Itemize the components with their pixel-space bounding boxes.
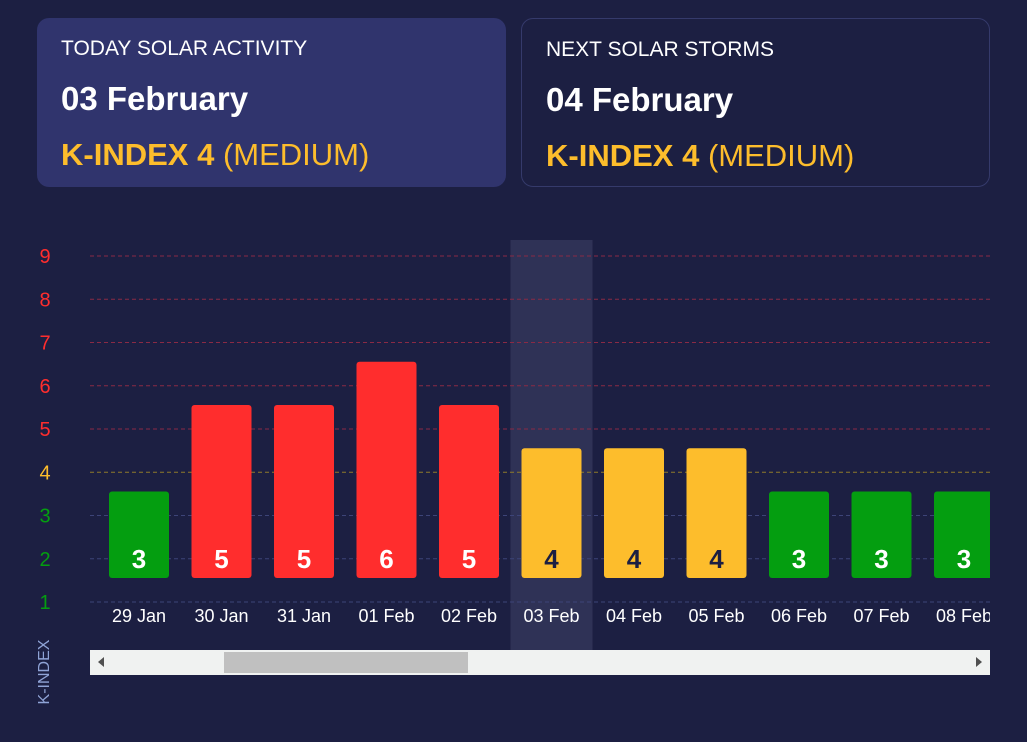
bar-value-label: 4 — [544, 544, 559, 574]
x-tick-label: 06 Feb — [771, 606, 827, 626]
bar-value-label: 3 — [792, 544, 806, 574]
next-date: 04 February — [546, 81, 734, 118]
today-title: TODAY SOLAR ACTIVITY — [61, 37, 308, 60]
x-tick-label: 31 Jan — [277, 606, 331, 626]
x-tick-label: 03 Feb — [523, 606, 579, 626]
bar-value-label: 4 — [627, 544, 642, 574]
horizontal-scrollbar[interactable] — [90, 650, 990, 675]
x-tick-label: 29 Jan — [112, 606, 166, 626]
y-tick-label: 9 — [39, 246, 50, 268]
x-tick-label: 02 Feb — [441, 606, 497, 626]
y-tick-label: 5 — [39, 419, 50, 441]
x-tick-label: 01 Feb — [358, 606, 414, 626]
bar-value-label: 3 — [957, 544, 971, 574]
x-tick-label: 08 Feb — [936, 606, 992, 626]
bar-value-label: 6 — [379, 544, 393, 574]
y-tick-label: 6 — [39, 376, 50, 398]
bar — [356, 361, 417, 578]
bar — [686, 448, 747, 578]
highlight-column — [510, 240, 593, 650]
bar — [769, 491, 829, 578]
bar-value-label: 5 — [214, 544, 228, 574]
today-activity-card: TODAY SOLAR ACTIVITY 03 February K-INDEX… — [37, 18, 506, 187]
bar — [439, 405, 499, 578]
today-date: 03 February — [61, 80, 249, 117]
bar — [191, 405, 252, 578]
next-kindex-value: K-INDEX 4 — [546, 138, 700, 173]
x-tick-label: 05 Feb — [688, 606, 744, 626]
bar — [521, 448, 582, 578]
x-tick-label: 07 Feb — [853, 606, 909, 626]
next-kindex: K-INDEX 4 (MEDIUM) — [546, 138, 854, 174]
bar-value-label: 3 — [874, 544, 888, 574]
today-kindex-level: (MEDIUM) — [222, 137, 370, 172]
next-kindex-level: (MEDIUM) — [707, 138, 855, 173]
bar — [934, 491, 994, 578]
x-tick-label: 30 Jan — [194, 606, 248, 626]
bar — [851, 491, 912, 578]
bar — [109, 491, 169, 578]
scroll-right-icon[interactable] — [976, 657, 982, 667]
bar — [274, 405, 334, 578]
y-axis-label: K-INDEX — [36, 639, 53, 705]
next-title: NEXT SOLAR STORMS — [546, 38, 774, 61]
bar-value-label: 5 — [462, 544, 476, 574]
today-kindex-value: K-INDEX 4 — [61, 137, 215, 172]
y-tick-label: 8 — [39, 289, 50, 311]
chart-clip — [990, 240, 1027, 640]
x-tick-label: 04 Feb — [606, 606, 662, 626]
scroll-left-icon[interactable] — [98, 657, 104, 667]
scrollbar-thumb[interactable] — [224, 652, 468, 673]
bar-value-label: 4 — [709, 544, 724, 574]
y-tick-label: 4 — [39, 462, 50, 484]
y-tick-label: 3 — [39, 506, 50, 528]
bar — [604, 448, 664, 578]
y-tick-label: 7 — [39, 333, 50, 355]
bar-value-label: 3 — [132, 544, 146, 574]
today-kindex: K-INDEX 4 (MEDIUM) — [61, 137, 369, 173]
bar-value-label: 5 — [297, 544, 311, 574]
y-tick-label: 1 — [39, 592, 50, 614]
y-tick-label: 2 — [39, 549, 50, 571]
next-storms-card: NEXT SOLAR STORMS 04 February K-INDEX 4 … — [521, 18, 990, 187]
